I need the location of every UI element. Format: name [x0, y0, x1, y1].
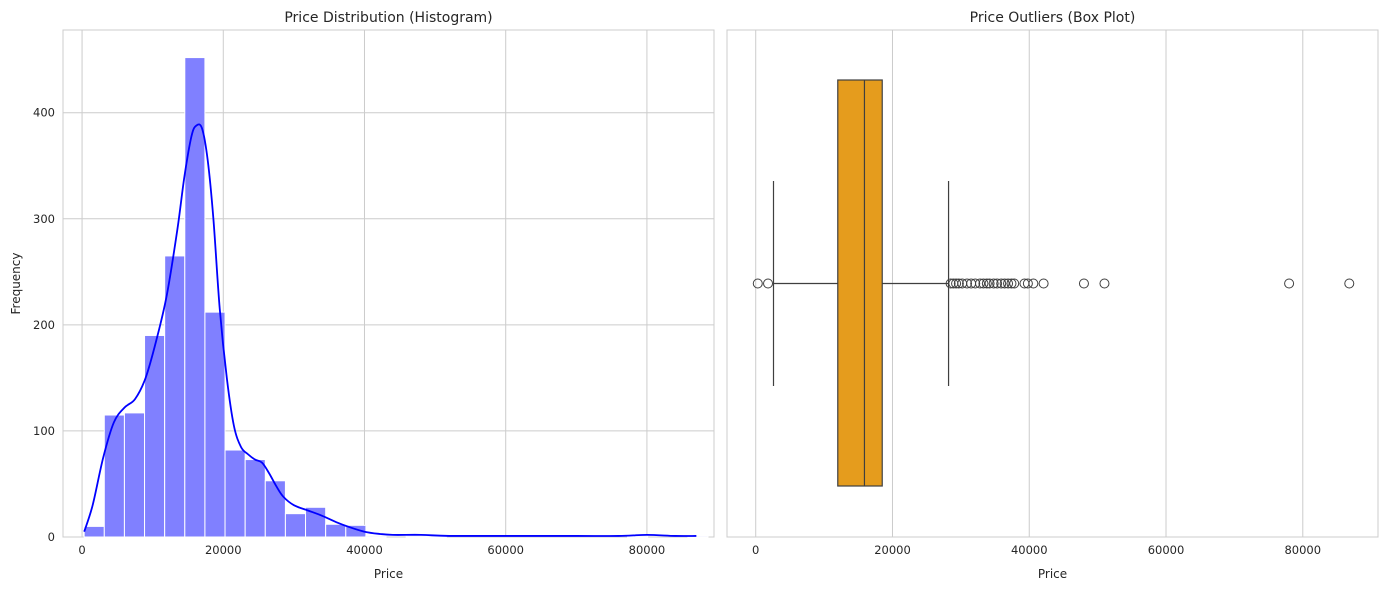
histogram-bar: [184, 57, 206, 538]
histogram-bar: [103, 414, 125, 538]
outlier-point: [752, 278, 763, 289]
outlier-point: [951, 278, 962, 289]
outlier-point: [962, 278, 973, 289]
outlier-point: [988, 278, 999, 289]
y-tick-label: 400: [33, 106, 55, 120]
outlier-point: [945, 278, 956, 289]
outlier-point: [975, 278, 986, 289]
outlier-point: [1078, 278, 1089, 289]
histogram-x-tick-labels: 0 20000 40000 60000 80000: [78, 543, 665, 557]
outlier-point: [1009, 278, 1020, 289]
histogram-bar: [224, 449, 246, 538]
x-tick-label: 80000: [629, 543, 666, 557]
histogram-bar: [164, 255, 186, 538]
x-tick-label: 80000: [1284, 543, 1321, 557]
histogram-bars: [83, 57, 709, 538]
y-tick-label: 300: [33, 212, 55, 226]
outlier-point: [984, 278, 995, 289]
y-tick-label: 100: [33, 424, 55, 438]
histogram-y-axis-label: Frequency: [9, 253, 23, 315]
histogram-bar: [204, 311, 226, 538]
histogram-bar: [244, 459, 266, 538]
y-tick-label: 200: [33, 318, 55, 332]
boxplot-title: Price Outliers (Box Plot): [970, 10, 1136, 26]
outlier-point: [996, 278, 1007, 289]
histogram-bar: [405, 535, 427, 538]
outlier-point: [999, 278, 1010, 289]
outlier-point: [1003, 278, 1014, 289]
outlier-point: [1006, 278, 1017, 289]
histogram-bar: [325, 523, 347, 538]
outlier-point: [992, 278, 1003, 289]
x-tick-label: 60000: [1148, 543, 1185, 557]
kde-line: [83, 123, 697, 537]
histogram-grid: [63, 30, 714, 538]
histogram-panel: 0 20000 40000 60000 80000 0 100 200 300 400 Pric…: [9, 10, 715, 581]
outlier-point: [1099, 278, 1110, 289]
y-tick-label: 0: [48, 530, 55, 544]
histogram-bar: [365, 535, 387, 538]
x-tick-label: 0: [752, 543, 759, 557]
outlier-point: [1038, 278, 1049, 289]
x-tick-label: 60000: [487, 543, 524, 557]
histogram-x-axis-label: Price: [374, 567, 403, 581]
x-tick-label: 40000: [1011, 543, 1048, 557]
outlier-point: [763, 278, 774, 289]
x-tick-label: 40000: [346, 543, 383, 557]
outlier-point: [1284, 278, 1295, 289]
histogram-bar: [264, 480, 286, 538]
histogram-bar: [284, 513, 307, 538]
outlier-point: [953, 278, 964, 289]
histogram-title: Price Distribution (Histogram): [284, 10, 492, 26]
x-tick-label: 0: [78, 543, 85, 557]
x-tick-label: 20000: [874, 543, 911, 557]
boxplot-x-axis-label: Price: [1038, 567, 1067, 581]
histogram-bar: [144, 334, 166, 538]
boxplot-marks: [772, 79, 950, 487]
histogram-bar: [83, 525, 105, 538]
outlier-point: [1022, 278, 1033, 289]
histogram-bar: [123, 412, 146, 538]
boxplot-outliers: [752, 278, 1355, 289]
iqr-box: [837, 79, 883, 487]
histogram-bar: [305, 506, 327, 538]
boxplot-x-tick-labels: 0 20000 40000 60000 80000: [752, 543, 1321, 557]
histogram-y-tick-labels: 0 100 200 300 400: [33, 106, 55, 544]
boxplot-panel: 0 20000 40000 60000 80000 Price Outliers (Bo…: [726, 10, 1379, 581]
outlier-point: [978, 278, 989, 289]
outlier-point: [1028, 278, 1039, 289]
x-tick-label: 20000: [205, 543, 242, 557]
outlier-point: [981, 278, 992, 289]
outlier-point: [970, 278, 981, 289]
outlier-point: [1344, 278, 1355, 289]
